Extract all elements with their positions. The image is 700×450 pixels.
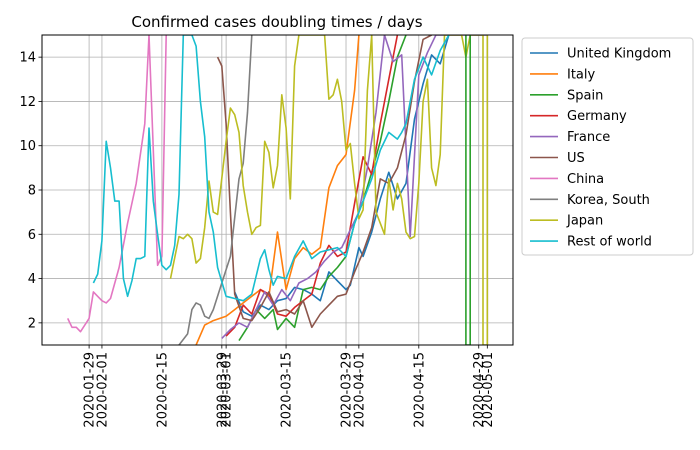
series-line-japan — [169, 35, 489, 345]
series-line-china — [66, 35, 167, 333]
x-tick-label: 2020-01-29 — [83, 352, 98, 428]
series-group — [66, 35, 489, 345]
x-tick-label: 2020-04-29 — [472, 352, 487, 428]
legend-label: Germany — [567, 109, 627, 124]
x-tick-label: 2020-03-15 — [280, 352, 295, 428]
series-line-spain-vlines — [465, 35, 472, 345]
series-line-spain — [238, 35, 407, 342]
series-line-italy — [195, 35, 360, 345]
legend-label: United Kingdom — [567, 47, 671, 62]
x-tick-label: 2020-03-01 — [220, 352, 235, 428]
y-tick-label: 14 — [19, 51, 36, 66]
series-line-germany — [225, 35, 399, 337]
y-tick-label: 8 — [28, 184, 36, 199]
legend-box — [521, 37, 694, 256]
x-tick-label: 2020-03-29 — [215, 352, 230, 428]
series-line-korea-south — [178, 35, 253, 345]
legend-label: US — [567, 151, 585, 166]
legend-label: Rest of world — [567, 235, 652, 250]
y-tick-label: 4 — [28, 272, 36, 287]
legend-label: Spain — [567, 88, 603, 103]
y-tick-label: 10 — [19, 139, 36, 154]
y-tick-label: 6 — [28, 228, 36, 243]
y-tick-label: 2 — [28, 316, 36, 331]
series-line-france — [221, 35, 489, 345]
legend-label: Korea, South — [567, 193, 650, 208]
series-line-rest-of-world — [92, 35, 450, 302]
legend-label: France — [567, 130, 610, 145]
x-tick-label: 2020-05-01 — [481, 352, 496, 428]
series-line-us — [216, 35, 432, 329]
x-tick-label: 2020-04-01 — [352, 352, 367, 428]
series-line-united-kingdom — [233, 35, 450, 318]
y-tick-label: 12 — [19, 95, 36, 110]
chart-title: Confirmed cases doubling times / days — [131, 13, 422, 31]
x-tick-label: 2020-02-01 — [95, 352, 110, 428]
y-axis: 2 4 6 8 10 12 14 — [19, 51, 42, 331]
legend: United Kingdom Italy Spain Germany France US C… — [521, 37, 694, 256]
x-tick-label: 2020-02-15 — [155, 352, 170, 428]
legend-label: China — [567, 172, 604, 187]
legend-label: Italy — [567, 67, 596, 82]
x-tick-label: 2020-04-15 — [412, 352, 427, 428]
legend-label: Japan — [566, 214, 603, 229]
x-tick-label: 2020-03-29 — [340, 352, 355, 428]
